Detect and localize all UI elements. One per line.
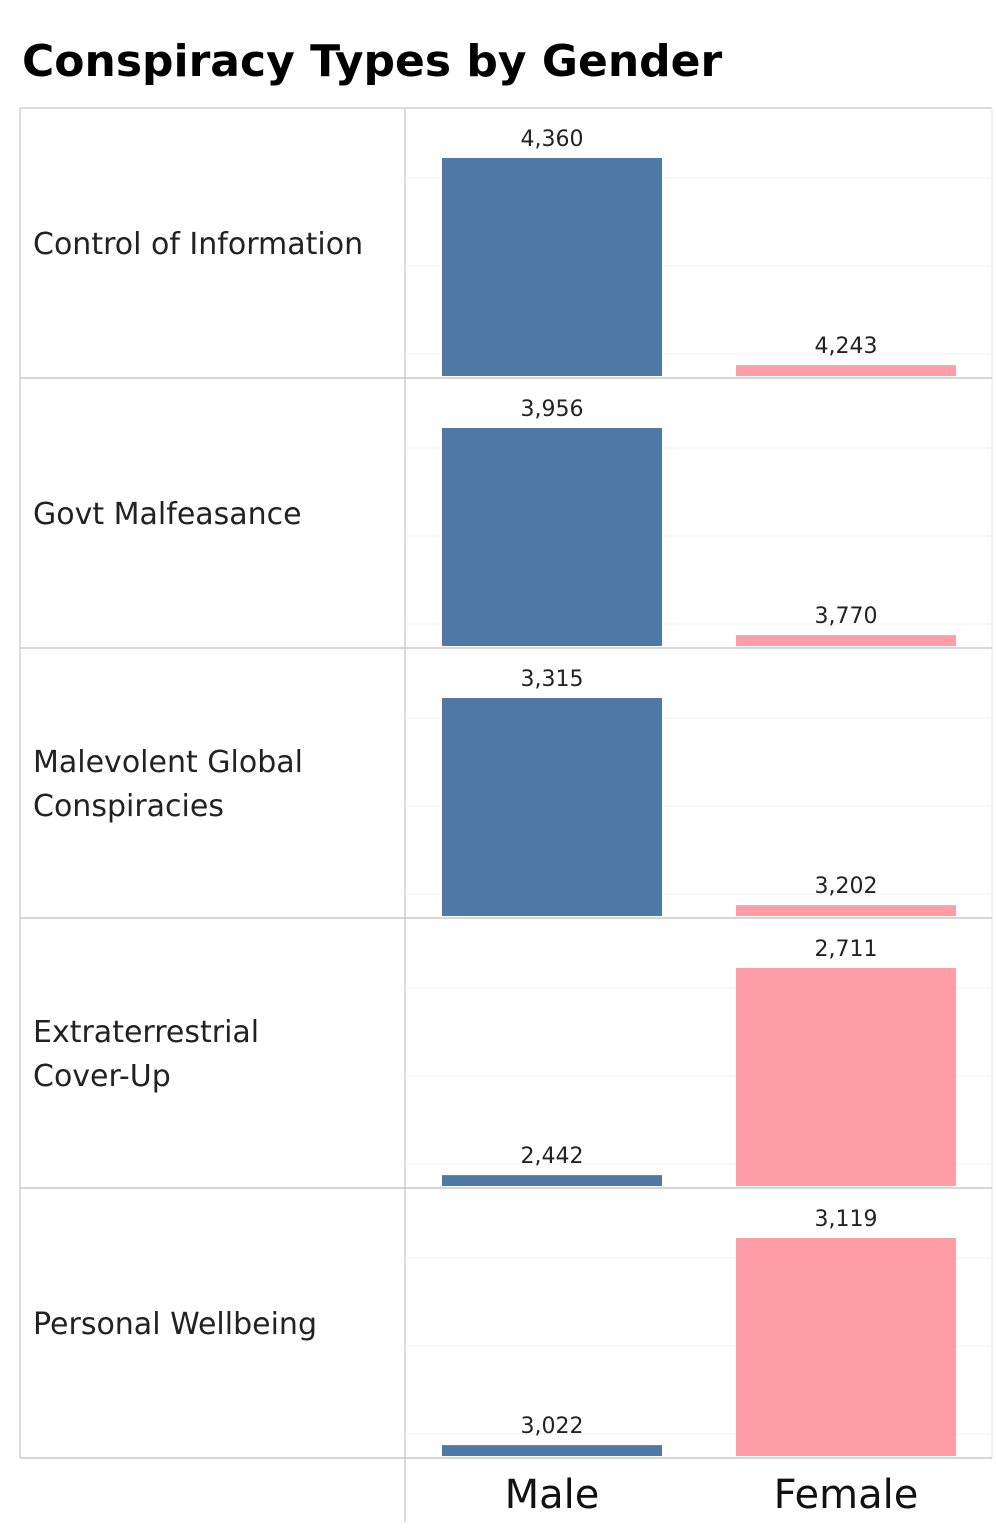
data-label: 2,711 — [815, 937, 878, 962]
data-label: 4,243 — [815, 334, 878, 359]
row-label-line: Cover-Up — [33, 1059, 171, 1094]
bar-female — [736, 968, 956, 1186]
chart-title: Conspiracy Types by Gender — [22, 36, 723, 87]
data-label: 3,315 — [521, 667, 584, 692]
row-label: Extraterrestrial Cover-Up — [33, 1015, 259, 1094]
row-label: Personal Wellbeing — [33, 1307, 317, 1342]
bar-female — [736, 635, 956, 646]
chart-row-5: Personal Wellbeing 3,022 3,119 — [33, 1207, 992, 1456]
data-label: 4,360 — [521, 127, 584, 152]
row-label-line: Control of Information — [33, 227, 363, 262]
x-tick-label-female: Female — [774, 1472, 919, 1518]
data-label: 3,770 — [815, 604, 878, 629]
row-label-line: Personal Wellbeing — [33, 1307, 317, 1342]
row-label-line: Extraterrestrial — [33, 1015, 259, 1050]
data-label: 3,119 — [815, 1207, 878, 1232]
bar-female — [736, 905, 956, 916]
row-label-line: Govt Malfeasance — [33, 497, 302, 532]
x-tick-label-male: Male — [505, 1472, 600, 1518]
data-label: 3,022 — [521, 1414, 584, 1439]
bar-male — [442, 1445, 662, 1456]
bar-male — [442, 428, 662, 646]
bar-male — [442, 1175, 662, 1186]
row-label: Govt Malfeasance — [33, 497, 302, 532]
data-label: 2,442 — [521, 1144, 584, 1169]
row-label: Control of Information — [33, 227, 363, 262]
data-label: 3,202 — [815, 874, 878, 899]
bar-female — [736, 365, 956, 376]
bar-male — [442, 158, 662, 376]
chart-row-3: Malevolent Global Conspiracies 3,315 3,202 — [20, 667, 992, 919]
chart-row-1: Control of Information 4,360 4,243 — [20, 127, 992, 379]
bar-male — [442, 698, 662, 916]
row-label-line: Conspiracies — [33, 789, 224, 824]
chart-row-4: Extraterrestrial Cover-Up 2,442 2,711 — [20, 937, 992, 1189]
data-label: 3,956 — [521, 397, 584, 422]
chart-row-2: Govt Malfeasance 3,956 3,770 — [20, 397, 992, 649]
row-label: Malevolent Global Conspiracies — [33, 745, 303, 824]
bar-female — [736, 1238, 956, 1456]
row-label-line: Malevolent Global — [33, 745, 303, 780]
